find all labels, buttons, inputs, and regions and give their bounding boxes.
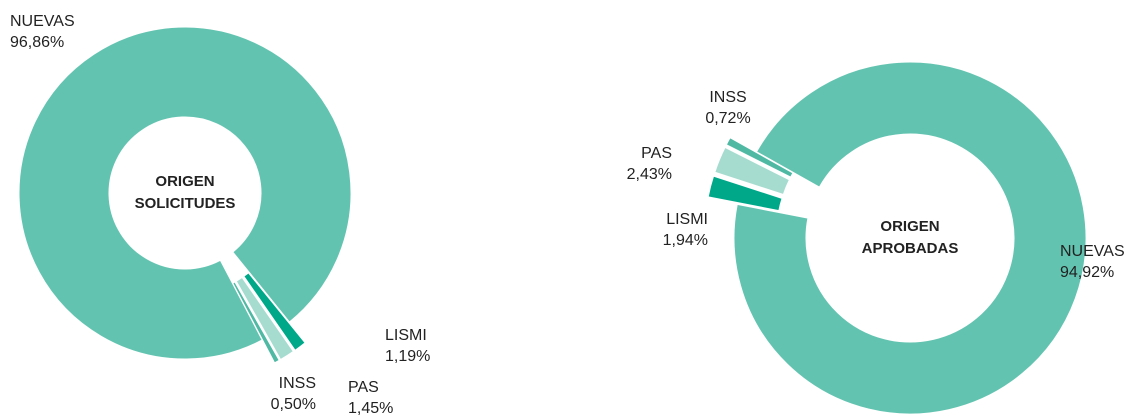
slice-name: INSS <box>279 375 316 392</box>
slice-name: NUEVAS <box>1060 243 1125 260</box>
slice-value-label: 1,94% <box>663 232 708 249</box>
slice-value-label: 94,92% <box>1060 264 1114 281</box>
slice-name: PAS <box>641 145 672 162</box>
donut-slice <box>18 26 352 360</box>
donut-slice <box>714 146 791 196</box>
slice-value-label: 1,19% <box>385 348 430 365</box>
slice-value-label: 96,86% <box>10 34 64 51</box>
slice-name: PAS <box>348 379 379 396</box>
donut-slice <box>733 61 1087 415</box>
slice-value-label: 0,72% <box>705 110 750 127</box>
slice-name: INSS <box>709 89 746 106</box>
slice-name: NUEVAS <box>10 13 75 30</box>
slice-value-label: 0,50% <box>271 396 316 413</box>
donut-slice <box>725 137 794 178</box>
slice-value-label: 2,43% <box>627 166 672 183</box>
slice-name: LISMI <box>666 211 708 228</box>
donut-slice <box>235 276 295 361</box>
slice-name: LISMI <box>385 327 427 344</box>
donut-slice <box>243 272 306 351</box>
center-label: ORIGEN <box>880 218 939 235</box>
center-label: ORIGEN <box>155 173 214 190</box>
center-label: SOLICITUDES <box>135 195 236 212</box>
slice-value-label: 1,45% <box>348 400 393 416</box>
center-label: APROBADAS <box>862 240 959 257</box>
donut-slice <box>707 175 783 212</box>
